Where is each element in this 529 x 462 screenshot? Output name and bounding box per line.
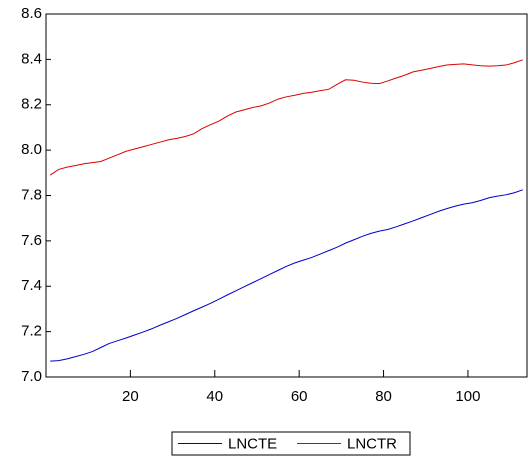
x-tick-label: 60 bbox=[291, 388, 308, 405]
x-tick-label: 100 bbox=[455, 388, 480, 405]
x-tick-label: 40 bbox=[206, 388, 223, 405]
y-tick-label: 8.0 bbox=[21, 141, 42, 158]
plot-frame bbox=[45, 13, 528, 378]
x-tick-label: 20 bbox=[122, 388, 139, 405]
series-line bbox=[50, 189, 523, 362]
series-line bbox=[49, 59, 523, 176]
y-tick-label: 8.6 bbox=[21, 5, 42, 22]
legend-label: LNCTE bbox=[228, 435, 277, 452]
legend-box bbox=[171, 431, 411, 456]
x-tick-label: 80 bbox=[375, 388, 392, 405]
y-tick-label: 7.8 bbox=[21, 186, 42, 203]
y-tick-label: 8.4 bbox=[21, 50, 42, 67]
legend-label: LNCTR bbox=[347, 435, 397, 452]
y-tick-label: 7.0 bbox=[21, 368, 42, 385]
y-tick-label: 7.4 bbox=[21, 277, 42, 294]
y-tick-label: 7.2 bbox=[21, 323, 42, 340]
y-tick-label: 8.2 bbox=[21, 96, 42, 113]
y-tick-label: 7.6 bbox=[21, 232, 42, 249]
